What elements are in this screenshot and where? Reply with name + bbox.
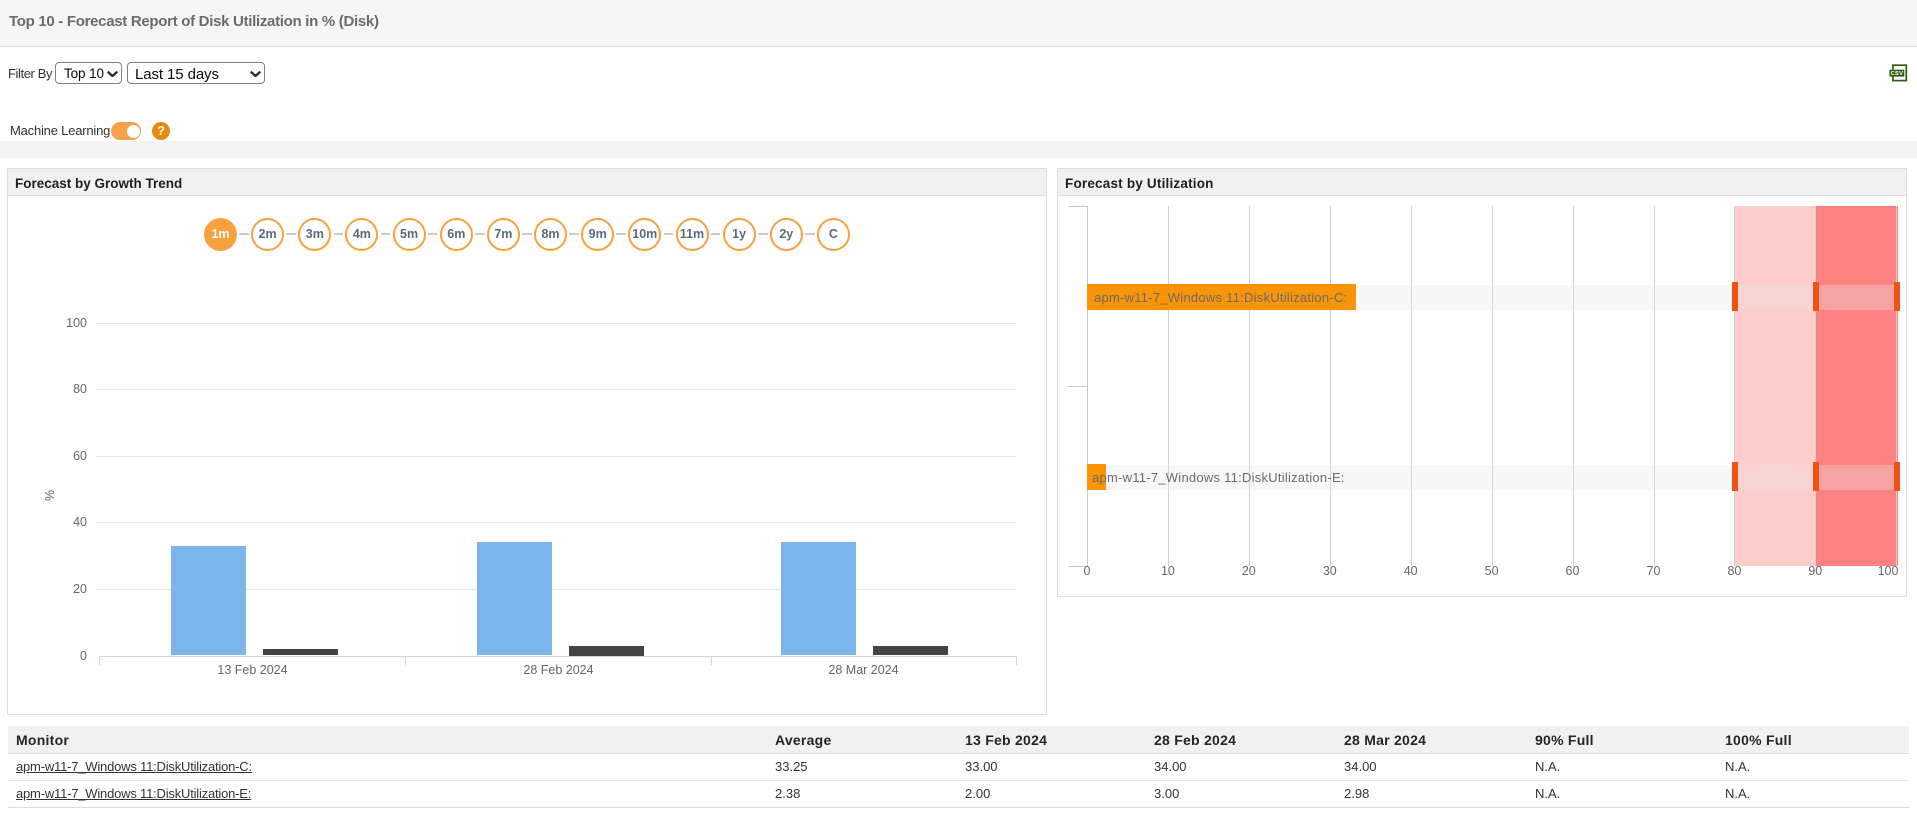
svg-text:CSV: CSV	[1891, 71, 1904, 77]
